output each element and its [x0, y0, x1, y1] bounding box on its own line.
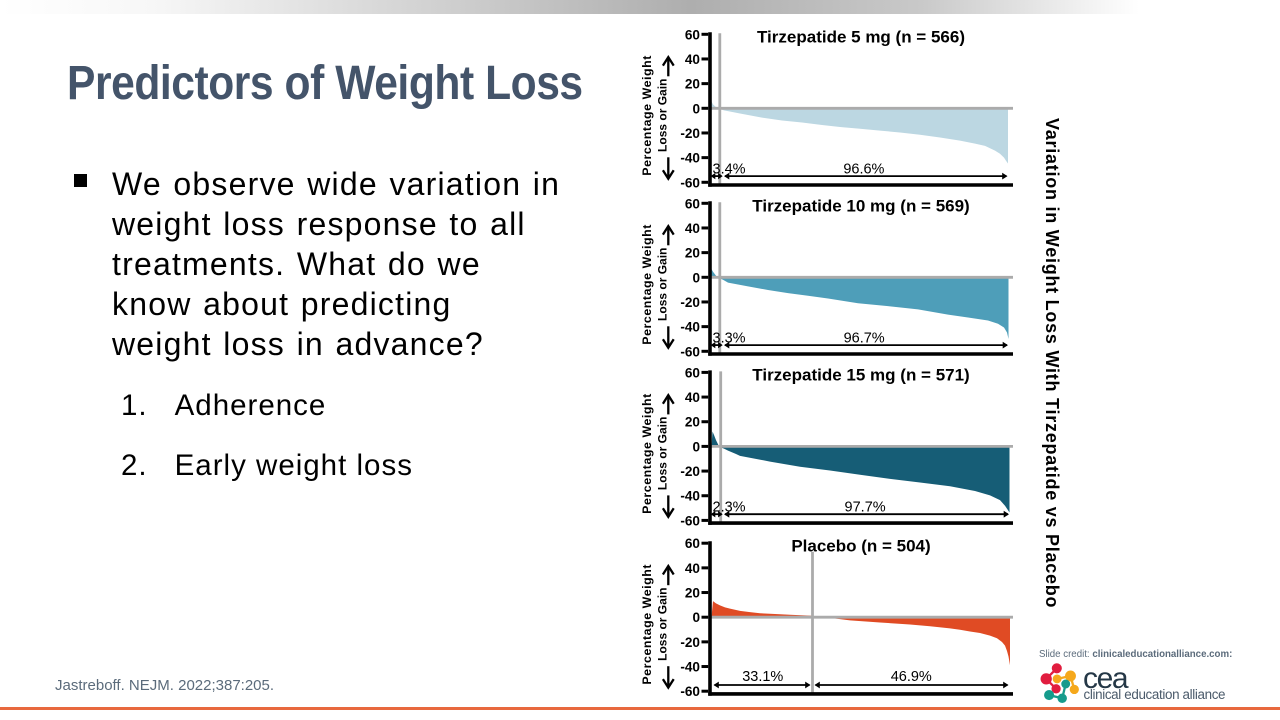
svg-text:40: 40: [685, 52, 700, 67]
svg-text:Loss or Gain: Loss or Gain: [656, 79, 670, 152]
svg-text:97.7%: 97.7%: [845, 500, 886, 516]
svg-text:40: 40: [685, 561, 700, 576]
svg-text:Tirzepatide 5 mg (n = 566): Tirzepatide 5 mg (n = 566): [757, 28, 965, 47]
svg-text:2.3%: 2.3%: [713, 500, 746, 516]
svg-text:0: 0: [692, 610, 700, 625]
svg-text:0: 0: [692, 439, 700, 454]
svg-text:60: 60: [685, 536, 700, 551]
svg-text:clinical education alliance: clinical education alliance: [1084, 687, 1226, 702]
svg-text:60: 60: [685, 365, 700, 380]
svg-text:Loss or Gain: Loss or Gain: [656, 588, 670, 661]
svg-text:-40: -40: [680, 151, 700, 166]
svg-text:Percentage Weight: Percentage Weight: [640, 393, 654, 514]
svg-text:0: 0: [692, 270, 700, 285]
svg-text:Percentage Weight: Percentage Weight: [640, 564, 654, 685]
svg-text:Percentage Weight: Percentage Weight: [640, 224, 654, 345]
svg-text:60: 60: [685, 27, 700, 42]
svg-text:-40: -40: [680, 489, 700, 504]
svg-text:Loss or Gain: Loss or Gain: [656, 417, 670, 490]
svg-text:Placebo (n = 504): Placebo (n = 504): [791, 537, 930, 556]
svg-text:-20: -20: [680, 295, 700, 310]
svg-text:Tirzepatide 15 mg (n = 571): Tirzepatide 15 mg (n = 571): [752, 366, 969, 385]
svg-text:20: 20: [685, 586, 700, 601]
svg-text:0: 0: [692, 101, 700, 116]
svg-text:cea: cea: [1083, 662, 1129, 695]
svg-text:-60: -60: [680, 175, 700, 190]
svg-text:60: 60: [685, 196, 700, 211]
svg-text:3.3%: 3.3%: [713, 331, 746, 347]
svg-text:-60: -60: [680, 344, 700, 359]
svg-text:Loss or Gain: Loss or Gain: [656, 248, 670, 321]
svg-text:33.1%: 33.1%: [742, 669, 783, 685]
svg-text:-20: -20: [680, 464, 700, 479]
svg-text:96.6%: 96.6%: [843, 162, 884, 178]
svg-text:20: 20: [685, 415, 700, 430]
svg-text:40: 40: [685, 390, 700, 405]
svg-text:-60: -60: [680, 684, 700, 699]
svg-text:-40: -40: [680, 660, 700, 675]
svg-text:Tirzepatide 10 mg (n = 569): Tirzepatide 10 mg (n = 569): [752, 197, 969, 216]
svg-text:-40: -40: [680, 320, 700, 335]
svg-text:46.9%: 46.9%: [891, 669, 932, 685]
svg-text:-60: -60: [680, 513, 700, 528]
svg-text:-20: -20: [680, 126, 700, 141]
svg-text:40: 40: [685, 221, 700, 236]
svg-text:20: 20: [685, 246, 700, 261]
svg-text:20: 20: [685, 77, 700, 92]
svg-text:-20: -20: [680, 635, 700, 650]
svg-text:3.4%: 3.4%: [713, 162, 746, 178]
svg-text:Percentage Weight: Percentage Weight: [640, 55, 654, 176]
svg-text:96.7%: 96.7%: [844, 331, 885, 347]
